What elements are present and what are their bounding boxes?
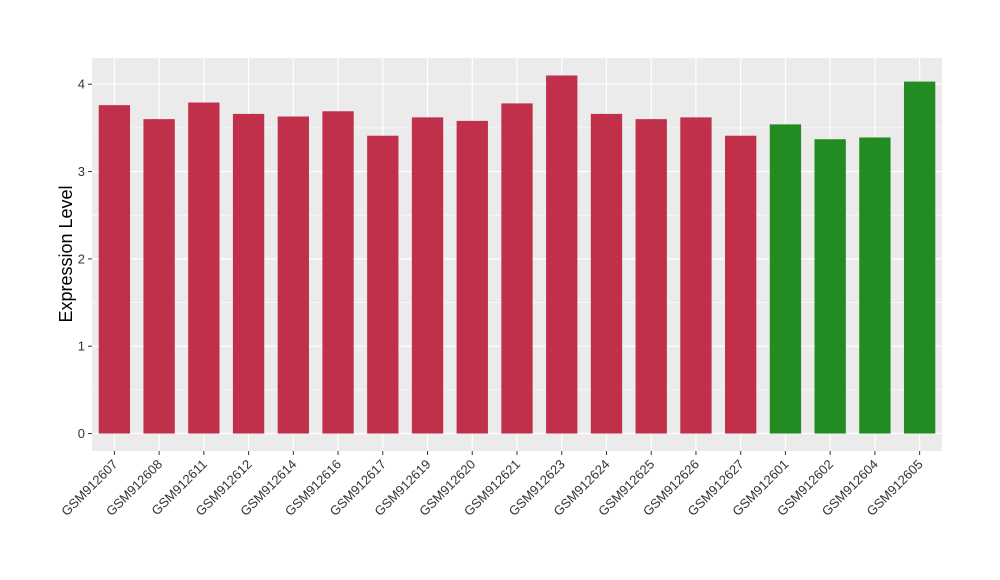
bar-GSM912604 bbox=[859, 137, 891, 434]
bar-GSM912627 bbox=[725, 135, 757, 434]
bar-GSM912605 bbox=[903, 81, 936, 434]
y-tick-label: 4 bbox=[78, 77, 85, 92]
bar-GSM912607 bbox=[98, 105, 131, 434]
y-tick-label: 2 bbox=[78, 251, 85, 266]
bar-GSM912623 bbox=[546, 75, 578, 434]
bar-GSM912617 bbox=[367, 135, 399, 434]
y-tick-label: 0 bbox=[78, 426, 85, 441]
bars bbox=[98, 75, 936, 434]
bar-GSM912612 bbox=[232, 113, 265, 434]
bar-GSM912626 bbox=[680, 117, 712, 434]
bar-GSM912614 bbox=[277, 116, 309, 434]
bar-GSM912619 bbox=[411, 117, 444, 434]
bar-GSM912621 bbox=[501, 103, 533, 434]
bar-GSM912616 bbox=[322, 111, 354, 434]
bar-GSM912601 bbox=[769, 124, 802, 434]
bar-GSM912625 bbox=[635, 119, 667, 434]
bar-GSM912624 bbox=[590, 113, 623, 434]
y-axis: 0 1 2 3 4 bbox=[78, 77, 92, 441]
y-axis-title: Expression Level bbox=[56, 185, 76, 322]
y-tick-label: 3 bbox=[78, 164, 85, 179]
x-axis: GSM912607GSM912608GSM912611GSM912612GSM9… bbox=[58, 451, 926, 519]
bar-GSM912602 bbox=[814, 139, 846, 434]
y-tick-label: 1 bbox=[78, 339, 85, 354]
bar-GSM912611 bbox=[188, 102, 220, 434]
bar-GSM912620 bbox=[456, 120, 488, 434]
bar-GSM912608 bbox=[143, 119, 175, 434]
